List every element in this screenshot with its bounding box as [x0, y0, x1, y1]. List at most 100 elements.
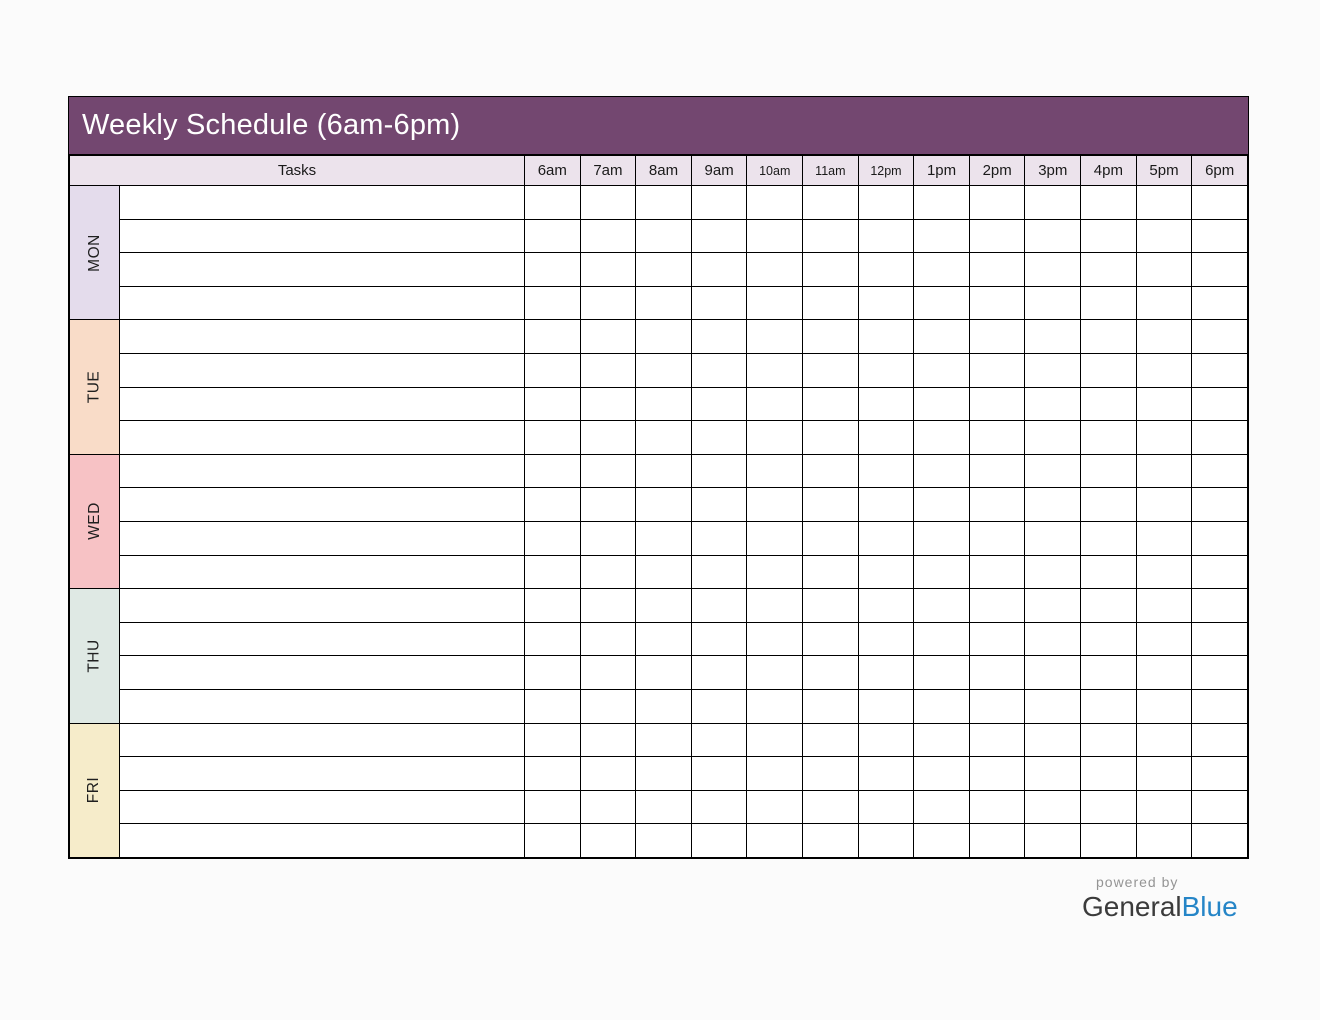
time-cell-fri-4-11am[interactable]: [802, 823, 859, 858]
time-cell-tue-3-11am[interactable]: [802, 386, 859, 422]
time-cell-tue-4-10am[interactable]: [746, 420, 804, 455]
time-cell-thu-3-9am[interactable]: [690, 655, 748, 690]
time-cell-fri-3-4pm[interactable]: [1080, 789, 1137, 825]
time-cell-fri-4-6pm[interactable]: [1191, 823, 1248, 858]
time-cell-thu-4-6pm[interactable]: [1191, 688, 1248, 724]
time-cell-wed-3-9am[interactable]: [690, 520, 748, 556]
time-cell-thu-4-7am[interactable]: [579, 688, 637, 724]
time-cell-thu-3-6am[interactable]: [524, 655, 581, 690]
time-cell-mon-1-12pm[interactable]: [857, 185, 915, 220]
time-cell-tue-4-9am[interactable]: [690, 420, 748, 455]
time-cell-tue-4-6pm[interactable]: [1191, 420, 1248, 455]
time-cell-thu-2-1pm[interactable]: [913, 621, 970, 657]
time-cell-mon-1-1pm[interactable]: [913, 185, 970, 220]
time-cell-mon-1-7am[interactable]: [579, 185, 637, 220]
time-cell-wed-1-8am[interactable]: [635, 453, 692, 489]
time-cell-wed-1-12pm[interactable]: [857, 453, 915, 489]
time-cell-wed-4-9am[interactable]: [690, 554, 748, 590]
time-cell-mon-1-2pm[interactable]: [968, 185, 1026, 220]
time-cell-tue-2-11am[interactable]: [802, 352, 859, 388]
time-cell-wed-4-4pm[interactable]: [1080, 554, 1137, 590]
time-cell-mon-4-2pm[interactable]: [968, 285, 1026, 321]
time-cell-wed-2-1pm[interactable]: [913, 487, 970, 522]
time-cell-tue-4-8am[interactable]: [635, 420, 692, 455]
time-cell-thu-2-6am[interactable]: [524, 621, 581, 657]
time-cell-fri-3-1pm[interactable]: [913, 789, 970, 825]
time-cell-thu-1-9am[interactable]: [690, 588, 748, 623]
time-cell-thu-2-4pm[interactable]: [1080, 621, 1137, 657]
time-cell-thu-4-8am[interactable]: [635, 688, 692, 724]
time-cell-tue-1-6am[interactable]: [524, 319, 581, 354]
time-cell-mon-3-8am[interactable]: [635, 252, 692, 287]
time-cell-mon-4-12pm[interactable]: [857, 285, 915, 321]
time-cell-wed-3-2pm[interactable]: [968, 520, 1026, 556]
task-cell-mon-1[interactable]: [119, 185, 525, 220]
time-cell-fri-4-4pm[interactable]: [1080, 823, 1137, 858]
time-cell-mon-4-10am[interactable]: [746, 285, 804, 321]
time-cell-fri-3-5pm[interactable]: [1135, 789, 1193, 825]
time-cell-tue-1-10am[interactable]: [746, 319, 804, 354]
time-cell-mon-1-5pm[interactable]: [1135, 185, 1193, 220]
time-cell-tue-1-2pm[interactable]: [968, 319, 1026, 354]
time-cell-fri-2-1pm[interactable]: [913, 756, 970, 791]
time-cell-thu-4-2pm[interactable]: [968, 688, 1026, 724]
time-cell-thu-1-1pm[interactable]: [913, 588, 970, 623]
time-cell-mon-2-11am[interactable]: [802, 218, 859, 254]
time-cell-fri-4-10am[interactable]: [746, 823, 804, 858]
time-cell-wed-2-10am[interactable]: [746, 487, 804, 522]
time-cell-mon-3-2pm[interactable]: [968, 252, 1026, 287]
time-cell-mon-1-11am[interactable]: [802, 185, 859, 220]
time-cell-tue-1-11am[interactable]: [802, 319, 859, 354]
time-cell-tue-1-7am[interactable]: [579, 319, 637, 354]
time-cell-wed-4-10am[interactable]: [746, 554, 804, 590]
time-cell-fri-1-5pm[interactable]: [1135, 722, 1193, 758]
time-cell-thu-4-11am[interactable]: [802, 688, 859, 724]
time-cell-tue-1-5pm[interactable]: [1135, 319, 1193, 354]
time-cell-thu-1-3pm[interactable]: [1024, 588, 1082, 623]
time-cell-wed-4-11am[interactable]: [802, 554, 859, 590]
time-cell-wed-4-6pm[interactable]: [1191, 554, 1248, 590]
time-cell-tue-2-8am[interactable]: [635, 352, 692, 388]
time-cell-wed-4-3pm[interactable]: [1024, 554, 1082, 590]
time-cell-fri-4-5pm[interactable]: [1135, 823, 1193, 858]
time-cell-wed-2-11am[interactable]: [802, 487, 859, 522]
time-cell-tue-4-1pm[interactable]: [913, 420, 970, 455]
time-cell-thu-4-10am[interactable]: [746, 688, 804, 724]
time-cell-fri-1-12pm[interactable]: [857, 722, 915, 758]
time-cell-thu-2-10am[interactable]: [746, 621, 804, 657]
time-cell-thu-1-5pm[interactable]: [1135, 588, 1193, 623]
time-cell-thu-2-11am[interactable]: [802, 621, 859, 657]
time-cell-mon-4-7am[interactable]: [579, 285, 637, 321]
time-cell-thu-4-1pm[interactable]: [913, 688, 970, 724]
time-cell-thu-4-6am[interactable]: [524, 688, 581, 724]
task-cell-mon-2[interactable]: [119, 218, 525, 254]
time-cell-wed-3-10am[interactable]: [746, 520, 804, 556]
time-cell-tue-1-6pm[interactable]: [1191, 319, 1248, 354]
time-cell-fri-3-6am[interactable]: [524, 789, 581, 825]
time-cell-thu-2-7am[interactable]: [579, 621, 637, 657]
time-cell-thu-2-5pm[interactable]: [1135, 621, 1193, 657]
time-cell-fri-4-7am[interactable]: [579, 823, 637, 858]
time-cell-fri-2-8am[interactable]: [635, 756, 692, 791]
time-cell-mon-2-8am[interactable]: [635, 218, 692, 254]
task-cell-thu-4[interactable]: [119, 688, 525, 724]
task-cell-tue-2[interactable]: [119, 352, 525, 388]
time-cell-fri-1-9am[interactable]: [690, 722, 748, 758]
task-cell-mon-4[interactable]: [119, 285, 525, 321]
time-cell-thu-1-6pm[interactable]: [1191, 588, 1248, 623]
time-cell-tue-3-6am[interactable]: [524, 386, 581, 422]
time-cell-mon-3-11am[interactable]: [802, 252, 859, 287]
time-cell-fri-4-3pm[interactable]: [1024, 823, 1082, 858]
time-cell-thu-2-8am[interactable]: [635, 621, 692, 657]
time-cell-fri-3-9am[interactable]: [690, 789, 748, 825]
time-cell-fri-2-5pm[interactable]: [1135, 756, 1193, 791]
time-cell-wed-2-6pm[interactable]: [1191, 487, 1248, 522]
time-cell-mon-2-4pm[interactable]: [1080, 218, 1137, 254]
time-cell-mon-1-4pm[interactable]: [1080, 185, 1137, 220]
time-cell-mon-2-5pm[interactable]: [1135, 218, 1193, 254]
time-cell-tue-2-6am[interactable]: [524, 352, 581, 388]
time-cell-mon-1-8am[interactable]: [635, 185, 692, 220]
time-cell-fri-2-3pm[interactable]: [1024, 756, 1082, 791]
task-cell-fri-4[interactable]: [119, 823, 525, 858]
time-cell-mon-2-9am[interactable]: [690, 218, 748, 254]
